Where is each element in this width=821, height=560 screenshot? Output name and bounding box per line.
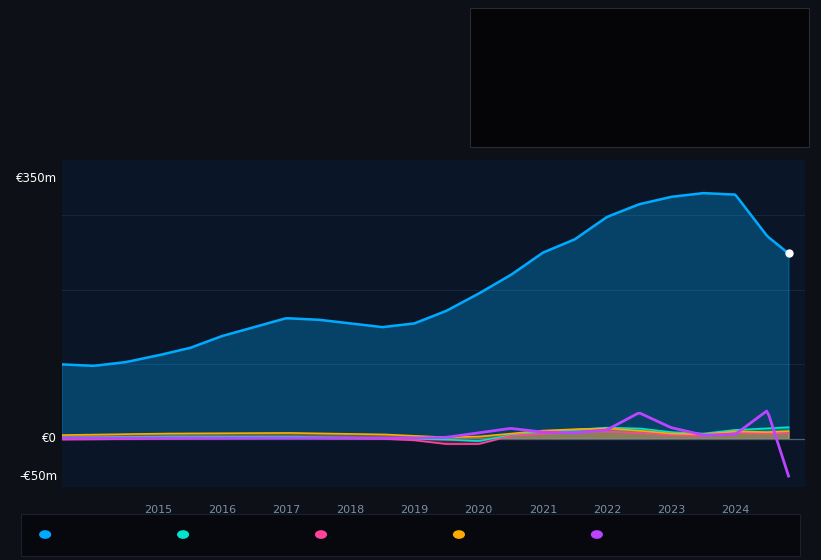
Text: Operating Expenses: Operating Expenses [478,122,583,132]
Text: 2019: 2019 [401,505,429,515]
Text: 2023: 2023 [657,505,686,515]
Text: Cash From Op: Cash From Op [478,103,551,113]
Text: Free Cash Flow: Free Cash Flow [478,84,556,94]
Text: Cash From Op: Cash From Op [470,530,547,539]
Text: 2021: 2021 [529,505,557,515]
Text: Earnings: Earnings [195,530,241,539]
Text: 2020: 2020 [465,505,493,515]
Text: €0: €0 [42,432,57,445]
Text: €7.905m /yr: €7.905m /yr [629,84,699,94]
Text: €15.597m /yr: €15.597m /yr [629,46,707,56]
Text: 2024: 2024 [721,505,750,515]
Text: Revenue: Revenue [57,530,104,539]
Text: 2022: 2022 [593,505,621,515]
Text: Earnings: Earnings [478,46,523,56]
Text: Free Cash Flow: Free Cash Flow [333,530,415,539]
Text: 2016: 2016 [208,505,236,515]
Text: 2017: 2017 [272,505,300,515]
Text: Dec 31 2024: Dec 31 2024 [478,15,560,27]
Text: €249.473m /yr: €249.473m /yr [629,27,714,37]
Text: Revenue: Revenue [478,27,523,37]
Text: 2015: 2015 [144,505,172,515]
Text: €12.146m /yr: €12.146m /yr [629,122,707,132]
Text: €350m: €350m [16,172,57,185]
Text: 6.3% profit margin: 6.3% profit margin [629,65,740,75]
Text: Operating Expenses: Operating Expenses [608,530,718,539]
Text: -€50m: -€50m [19,469,57,483]
Text: €10.297m /yr: €10.297m /yr [629,103,707,113]
Text: 2018: 2018 [336,505,365,515]
